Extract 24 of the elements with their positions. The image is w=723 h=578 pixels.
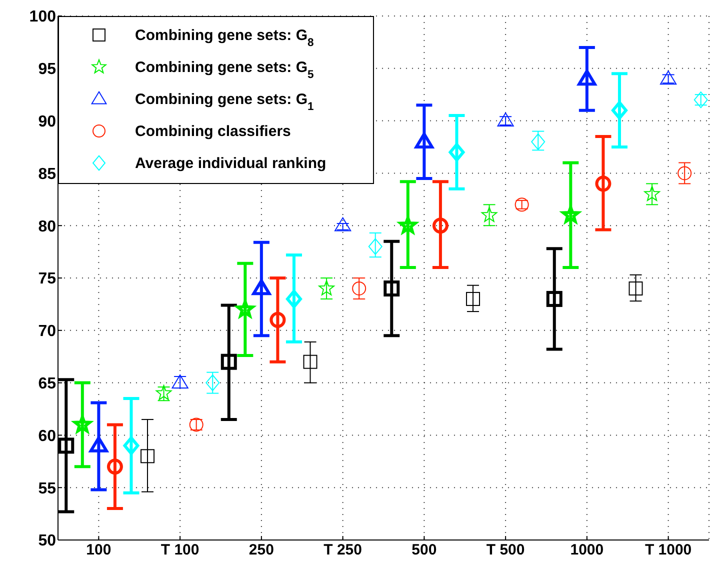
y-tick-label: 75	[38, 270, 56, 288]
x-tick-label: 1000	[570, 542, 604, 559]
y-tick-label: 50	[38, 532, 56, 550]
x-tick-label: 100	[86, 542, 112, 559]
y-tick-label: 100	[29, 8, 56, 26]
x-tick-label: T 1000	[644, 542, 692, 559]
y-tick-label: 60	[38, 428, 56, 445]
y-tick-label: 70	[38, 323, 56, 340]
y-tick-label: 80	[38, 218, 56, 236]
y-tick-label: 90	[38, 113, 56, 130]
x-tick-label: T 500	[486, 542, 525, 559]
legend-label: Combining gene sets: G$_{1}$	[135, 91, 314, 113]
x-tick-label: 250	[248, 542, 274, 559]
legend-label: Combining classifiers	[135, 123, 291, 140]
legend-label: Combining gene sets: G$_{5}$	[135, 59, 314, 81]
legend-label: Combining gene sets: G$_{8}$	[135, 27, 314, 49]
y-tick-label: 65	[38, 375, 56, 392]
y-tick-label: 85	[38, 166, 56, 183]
y-tick-label: 55	[38, 480, 56, 498]
x-tick-label: T 100	[160, 542, 200, 559]
legend-label: Average individual ranking	[135, 155, 326, 172]
y-tick-label: 95	[38, 61, 56, 78]
x-tick-label: T 250	[324, 542, 362, 559]
x-tick-label: 500	[412, 542, 437, 559]
